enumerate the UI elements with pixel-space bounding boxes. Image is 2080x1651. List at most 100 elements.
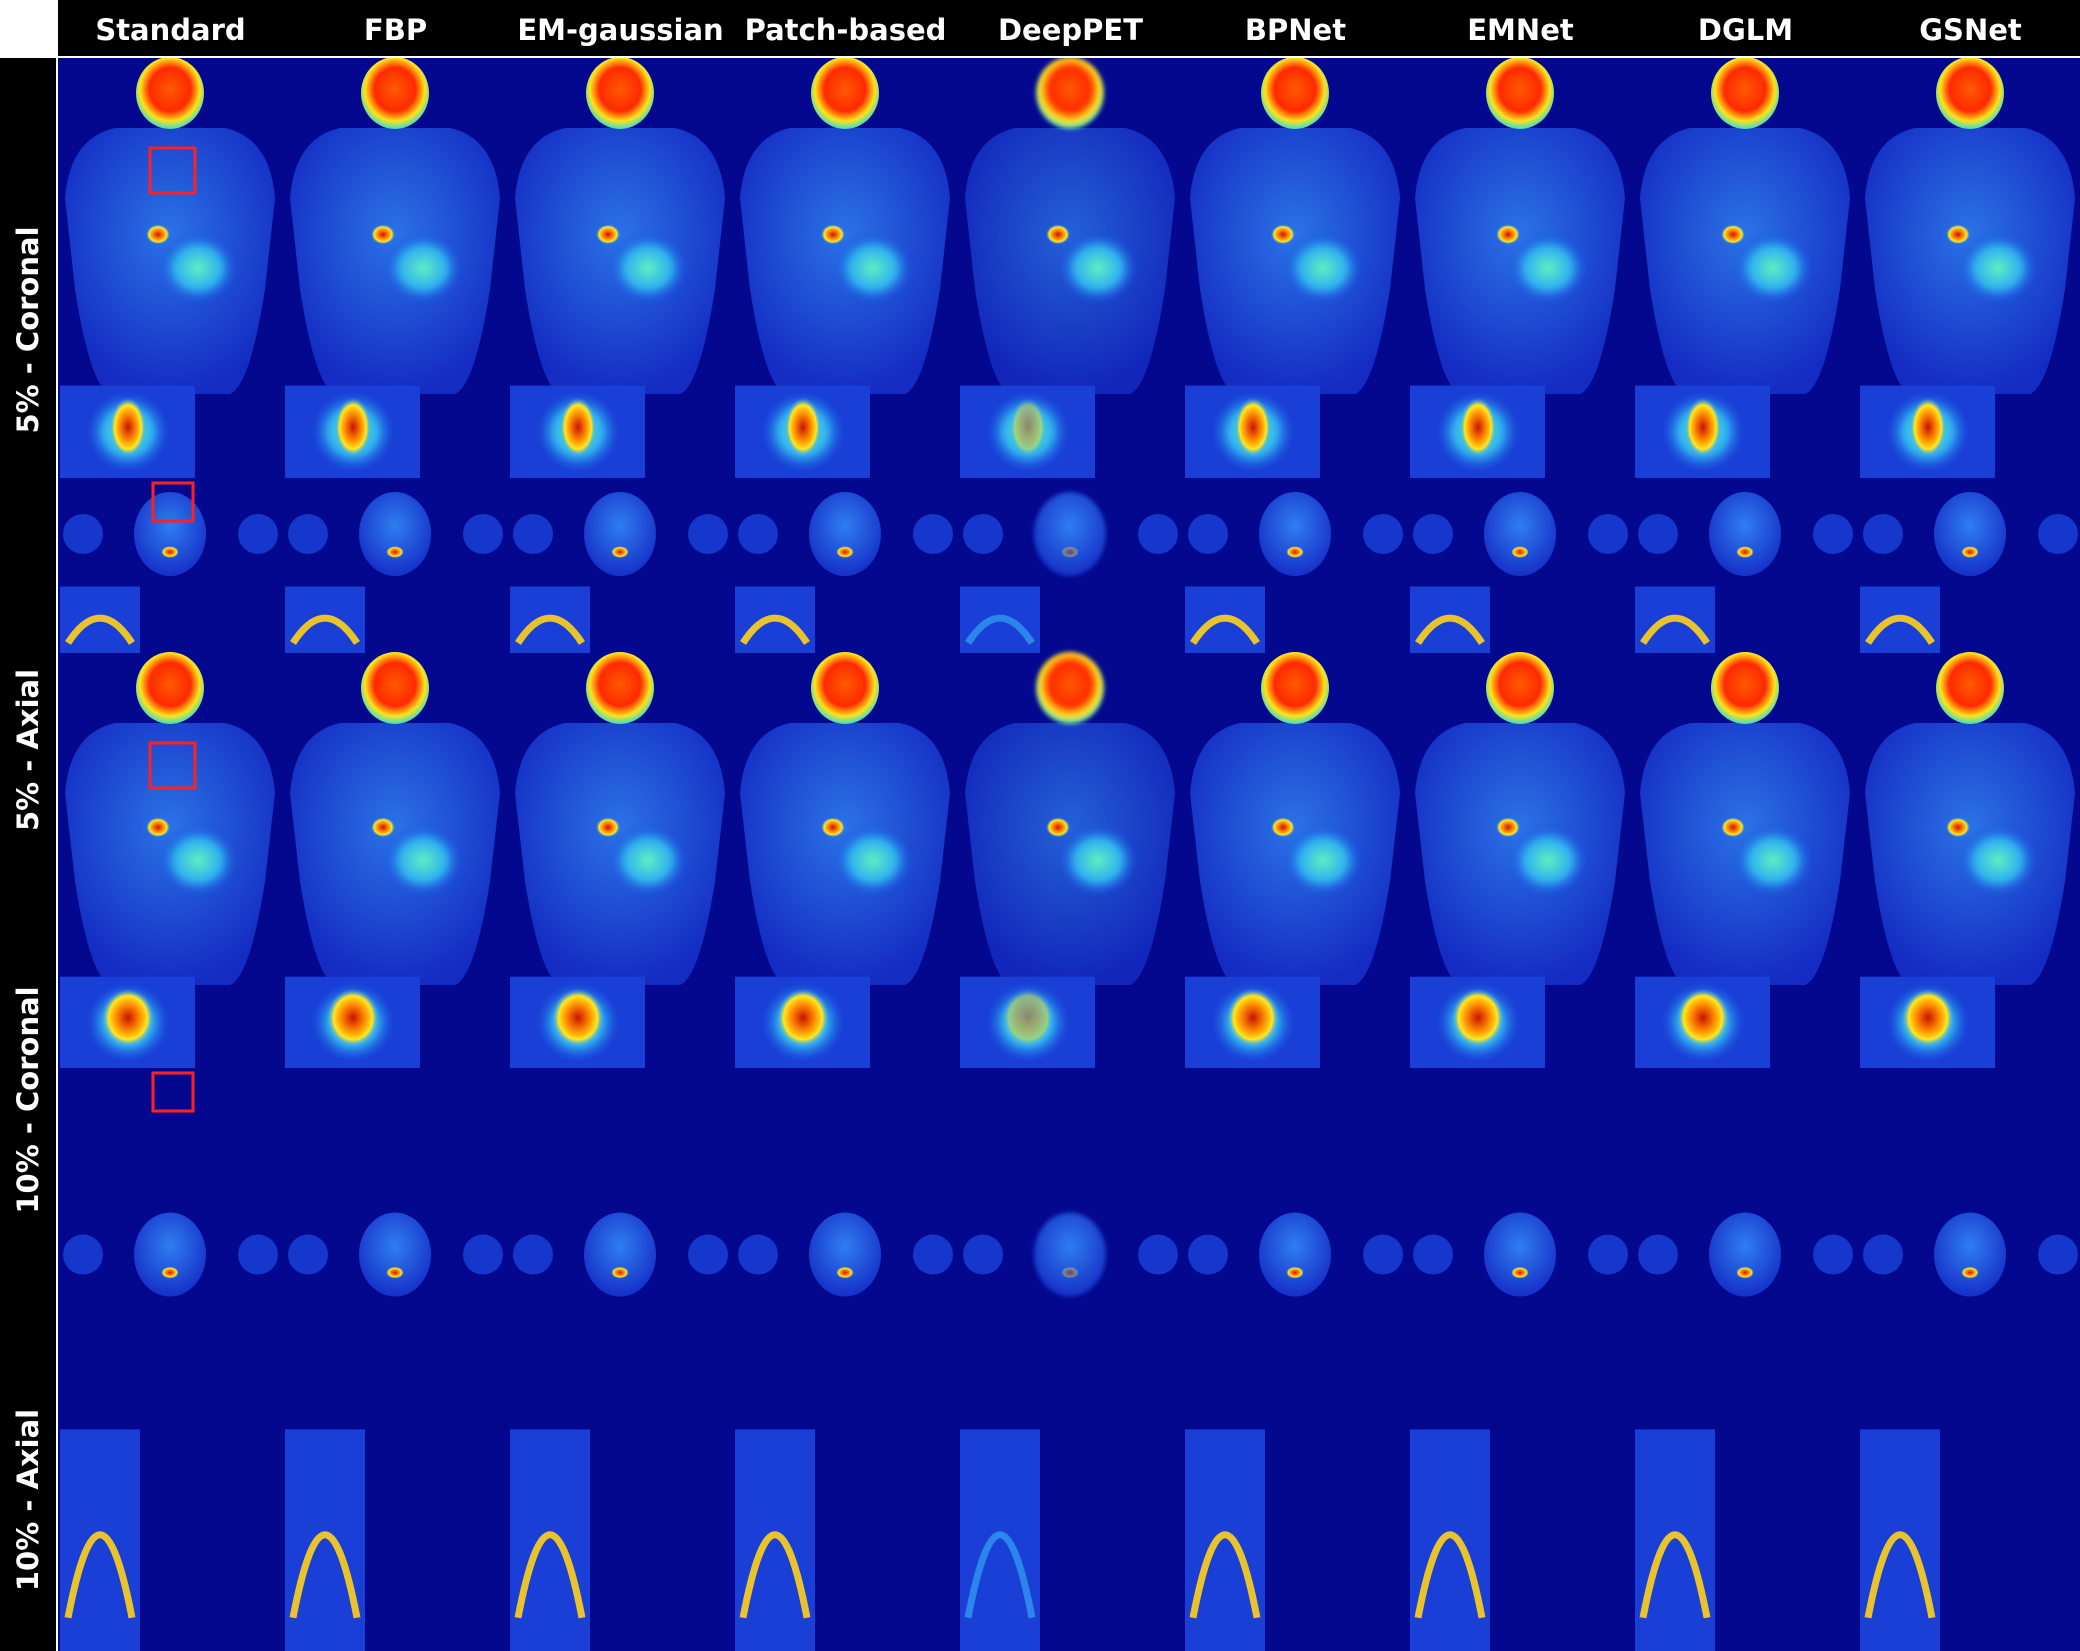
heart-uptake <box>1496 817 1520 838</box>
axial-left-arm <box>963 1234 1003 1275</box>
axial-inset-arc <box>1189 1531 1261 1619</box>
brain-uptake <box>811 652 879 724</box>
panel <box>1635 58 1850 478</box>
column-label-dglm: DGLM <box>1697 13 1794 47</box>
axial-hotspot <box>1961 1266 1979 1279</box>
row-label-10-coronal: 10% - Coronal <box>11 986 45 1214</box>
panel <box>960 1212 1178 1651</box>
panel <box>1185 58 1400 478</box>
liver-uptake <box>610 234 686 302</box>
axial-right-arm <box>1138 514 1178 554</box>
axial-right-arm <box>688 514 728 554</box>
axial-zoom-inset <box>1860 1429 1940 1651</box>
liver-uptake <box>1285 234 1361 302</box>
axial-hotspot <box>1286 1266 1304 1279</box>
liver-uptake <box>1735 826 1811 895</box>
panel <box>60 58 275 478</box>
panel <box>510 492 728 653</box>
roi-box <box>148 741 197 790</box>
axial-hotspot <box>836 546 854 558</box>
axial-cross-section <box>359 1212 431 1297</box>
axial-left-arm <box>1188 514 1228 554</box>
heart-uptake <box>371 224 395 245</box>
axial-right-arm <box>2038 1234 2078 1275</box>
axial-cross-section <box>359 492 431 576</box>
axial-cross-section <box>1484 1212 1556 1297</box>
heart-uptake <box>821 224 845 245</box>
brain-uptake <box>1486 58 1554 129</box>
panel <box>1860 492 2078 653</box>
panel <box>285 652 500 1068</box>
axial-inset-arc <box>965 614 1035 645</box>
inset-hotspot <box>1002 988 1054 1048</box>
axial-inset-arc <box>65 614 135 645</box>
panel <box>60 1071 278 1651</box>
axial-hotspot <box>611 1266 629 1279</box>
panel <box>1410 58 1625 478</box>
axial-hotspot <box>836 1266 854 1279</box>
axial-cross-section <box>1259 492 1331 576</box>
heart-uptake <box>596 817 620 838</box>
heart-uptake <box>821 817 845 838</box>
axial-right-arm <box>463 514 503 554</box>
column-label-emnet: EMNet <box>1467 13 1574 47</box>
axial-left-arm <box>288 514 328 554</box>
axial-zoom-inset <box>1635 1429 1715 1651</box>
brain-uptake <box>1261 58 1329 129</box>
brain-uptake <box>136 58 204 129</box>
liver-uptake <box>1510 234 1586 302</box>
heart-uptake <box>1046 224 1070 245</box>
heart-uptake <box>371 817 395 838</box>
axial-left-arm <box>63 1234 103 1275</box>
axial-left-arm <box>63 514 103 554</box>
panel <box>1410 1212 1628 1651</box>
axial-zoom-inset <box>735 1429 815 1651</box>
axial-zoom-inset <box>1185 1429 1265 1651</box>
axial-right-arm <box>1363 1234 1403 1275</box>
axial-hotspot <box>1736 1266 1754 1279</box>
panel <box>960 492 1178 653</box>
row-label-5-coronal: 5% - Coronal <box>11 226 45 434</box>
axial-inset-arc <box>289 1531 361 1619</box>
axial-cross-section <box>1034 492 1106 576</box>
panel <box>735 58 950 478</box>
axial-left-arm <box>1863 1234 1903 1275</box>
inset-hotspot <box>560 397 596 457</box>
axial-left-arm <box>1413 514 1453 554</box>
inset-hotspot <box>1460 397 1496 457</box>
heart-uptake <box>1046 817 1070 838</box>
liver-uptake <box>835 826 911 895</box>
brain-uptake <box>1036 58 1104 129</box>
liver-uptake <box>1060 826 1136 895</box>
axial-hotspot <box>1511 1266 1529 1279</box>
axial-cross-section <box>809 1212 881 1297</box>
axial-zoom-inset <box>285 1429 365 1651</box>
panel <box>1185 1212 1403 1651</box>
axial-left-arm <box>963 514 1003 554</box>
brain-uptake <box>1486 652 1554 724</box>
axial-cross-section <box>1934 1212 2006 1297</box>
liver-uptake <box>1060 234 1136 302</box>
axial-hotspot <box>1511 546 1529 558</box>
panel <box>1635 492 1853 653</box>
brain-uptake <box>1261 652 1329 724</box>
column-label-fbp: FBP <box>363 13 428 47</box>
panel <box>735 492 953 653</box>
axial-right-arm <box>2038 514 2078 554</box>
axial-hotspot <box>1736 546 1754 558</box>
liver-uptake <box>835 234 911 302</box>
axial-right-arm <box>913 1234 953 1275</box>
axial-cross-section <box>134 1212 206 1297</box>
column-label-deeppet: DeepPET <box>997 13 1143 47</box>
panel <box>285 1212 503 1651</box>
axial-inset-arc <box>1864 1531 1936 1619</box>
row-label-bar <box>0 58 58 1651</box>
liver-uptake <box>1510 826 1586 895</box>
column-header-bar: Standard FBP EM-gaussian Patch-based Dee… <box>58 0 2080 58</box>
brain-uptake <box>1036 652 1104 724</box>
liver-uptake <box>1960 234 2036 302</box>
axial-hotspot <box>1961 546 1979 558</box>
axial-inset-arc <box>740 614 810 645</box>
axial-cross-section <box>1484 492 1556 576</box>
inset-hotspot <box>327 988 379 1048</box>
